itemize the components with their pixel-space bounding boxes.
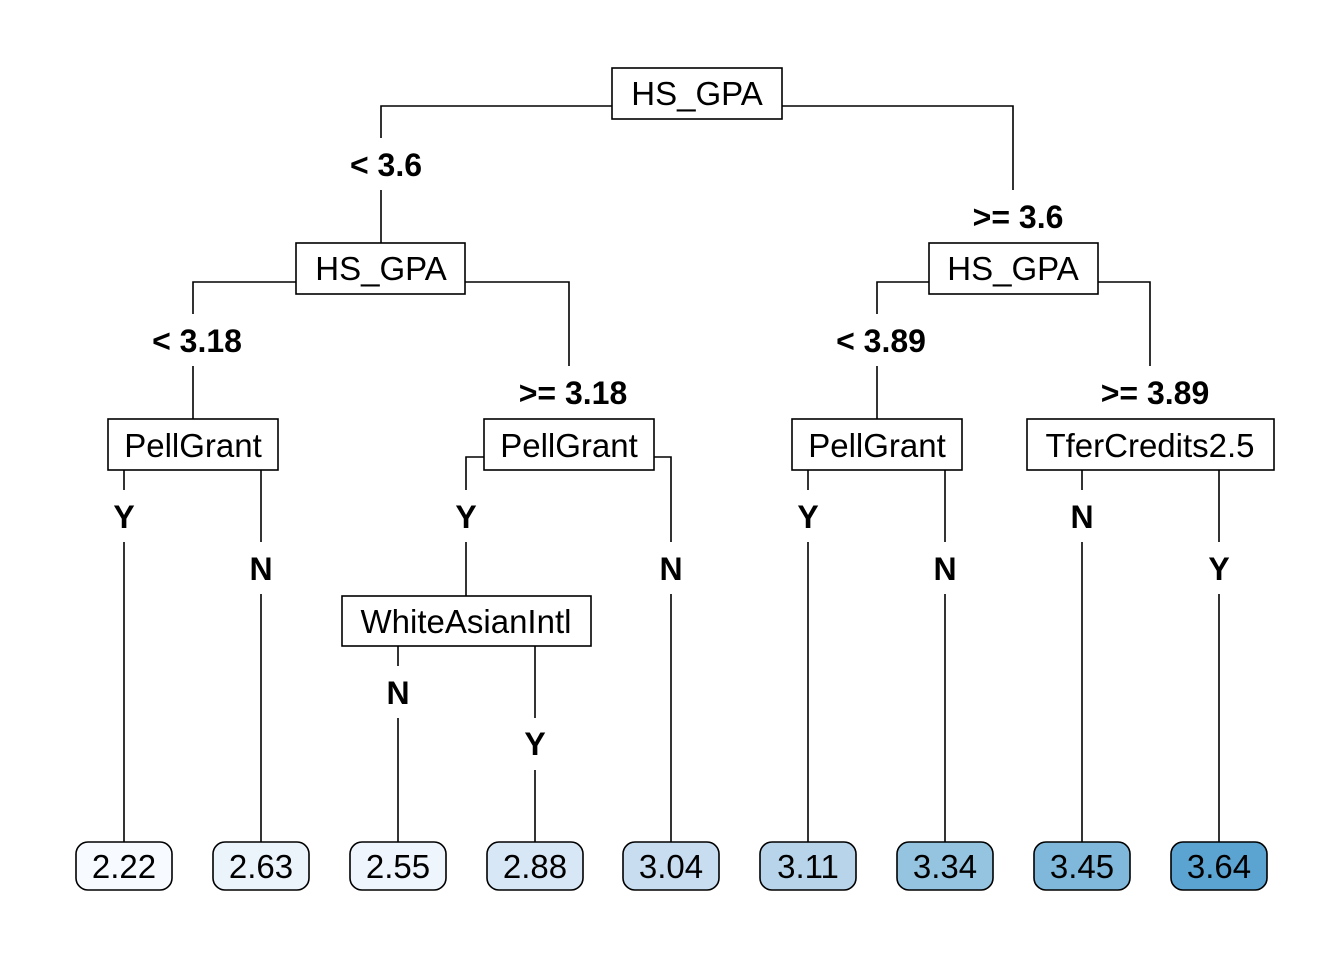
edge-label-rl-left: Y	[797, 499, 818, 535]
leaf-node: 2.55	[349, 841, 447, 891]
split-node-right-label: HS_GPA	[947, 250, 1078, 287]
edge-label-root-right: >= 3.6	[973, 199, 1064, 235]
edge-right-left	[876, 281, 929, 314]
edge-left-right	[465, 281, 570, 366]
edge-label-rr-right: Y	[1208, 551, 1229, 587]
split-node-lr: PellGrant	[483, 418, 655, 471]
split-node-rr: TferCredits2.5	[1026, 418, 1275, 471]
edge-label-lry-left: N	[386, 675, 409, 711]
leaf-box	[212, 841, 310, 891]
split-nodes: HS_GPA HS_GPA HS_GPA PellGrant PellGrant…	[107, 67, 1275, 647]
leaf-value: 3.04	[639, 848, 703, 885]
leaf-node: 2.22	[75, 841, 173, 891]
split-node-ll-label: PellGrant	[124, 427, 262, 464]
split-node-left-label: HS_GPA	[315, 250, 446, 287]
split-node-lry-label: WhiteAsianIntl	[361, 603, 572, 640]
leaf-node: 2.63	[212, 841, 310, 891]
edge-root-left	[380, 105, 612, 138]
edge-left-left	[192, 281, 296, 314]
leaf-box	[622, 841, 720, 891]
edge-right-right	[1098, 281, 1151, 366]
edge-label-lr-left: Y	[455, 499, 476, 535]
leaf-value: 3.45	[1050, 848, 1114, 885]
edge-root-right	[782, 105, 1014, 190]
edge-label-root-left: < 3.6	[350, 147, 422, 183]
split-node-left: HS_GPA	[295, 242, 466, 295]
edge-label-lry-right: Y	[524, 726, 545, 762]
leaf-value: 3.64	[1187, 848, 1251, 885]
split-node-ll: PellGrant	[107, 418, 279, 471]
leaf-nodes: 2.22 2.63 2.55 2.88 3.04 3.11 3.34 3.45 3.64	[75, 841, 1268, 891]
edge-label-left-right: >= 3.18	[519, 375, 628, 411]
split-node-root: HS_GPA	[611, 67, 783, 120]
leaf-value: 2.22	[92, 848, 156, 885]
leaf-node: 3.64	[1170, 841, 1268, 891]
edge-label-rl-right: N	[933, 551, 956, 587]
leaf-node: 3.45	[1033, 841, 1131, 891]
split-node-rr-label: TferCredits2.5	[1045, 427, 1254, 464]
split-node-lry: WhiteAsianIntl	[341, 595, 592, 647]
edge-label-left-left: < 3.18	[152, 323, 242, 359]
split-node-right: HS_GPA	[928, 242, 1099, 295]
edge-label-lr-right: N	[659, 551, 682, 587]
leaf-box	[486, 841, 584, 891]
leaf-value: 2.55	[366, 848, 430, 885]
edge-labels: < 3.6 >= 3.6 < 3.18 >= 3.18 < 3.89 >= 3.…	[113, 147, 1229, 762]
leaf-node: 3.11	[759, 841, 857, 891]
edge-label-rr-left: N	[1070, 499, 1093, 535]
edge-lr-right	[654, 456, 672, 542]
leaf-value: 2.63	[229, 848, 293, 885]
leaf-box	[759, 841, 857, 891]
edge-label-ll-right: N	[249, 551, 272, 587]
split-node-rl-label: PellGrant	[808, 427, 946, 464]
leaf-value: 3.11	[777, 848, 839, 885]
leaf-node: 2.88	[486, 841, 584, 891]
split-node-rl: PellGrant	[791, 418, 963, 471]
leaf-box	[349, 841, 447, 891]
leaf-box	[896, 841, 994, 891]
leaf-box	[1170, 841, 1268, 891]
leaf-box	[1033, 841, 1131, 891]
edge-label-right-right: >= 3.89	[1101, 375, 1210, 411]
split-node-lr-label: PellGrant	[500, 427, 638, 464]
leaf-value: 3.34	[913, 848, 977, 885]
leaf-value: 2.88	[503, 848, 567, 885]
leaf-box	[75, 841, 173, 891]
edge-label-ll-left: Y	[113, 499, 134, 535]
edge-label-right-left: < 3.89	[836, 323, 926, 359]
leaf-node: 3.04	[622, 841, 720, 891]
tree-edges	[123, 105, 1220, 842]
split-node-root-label: HS_GPA	[631, 75, 762, 112]
leaf-node: 3.34	[896, 841, 994, 891]
edge-lr-left	[465, 456, 484, 490]
